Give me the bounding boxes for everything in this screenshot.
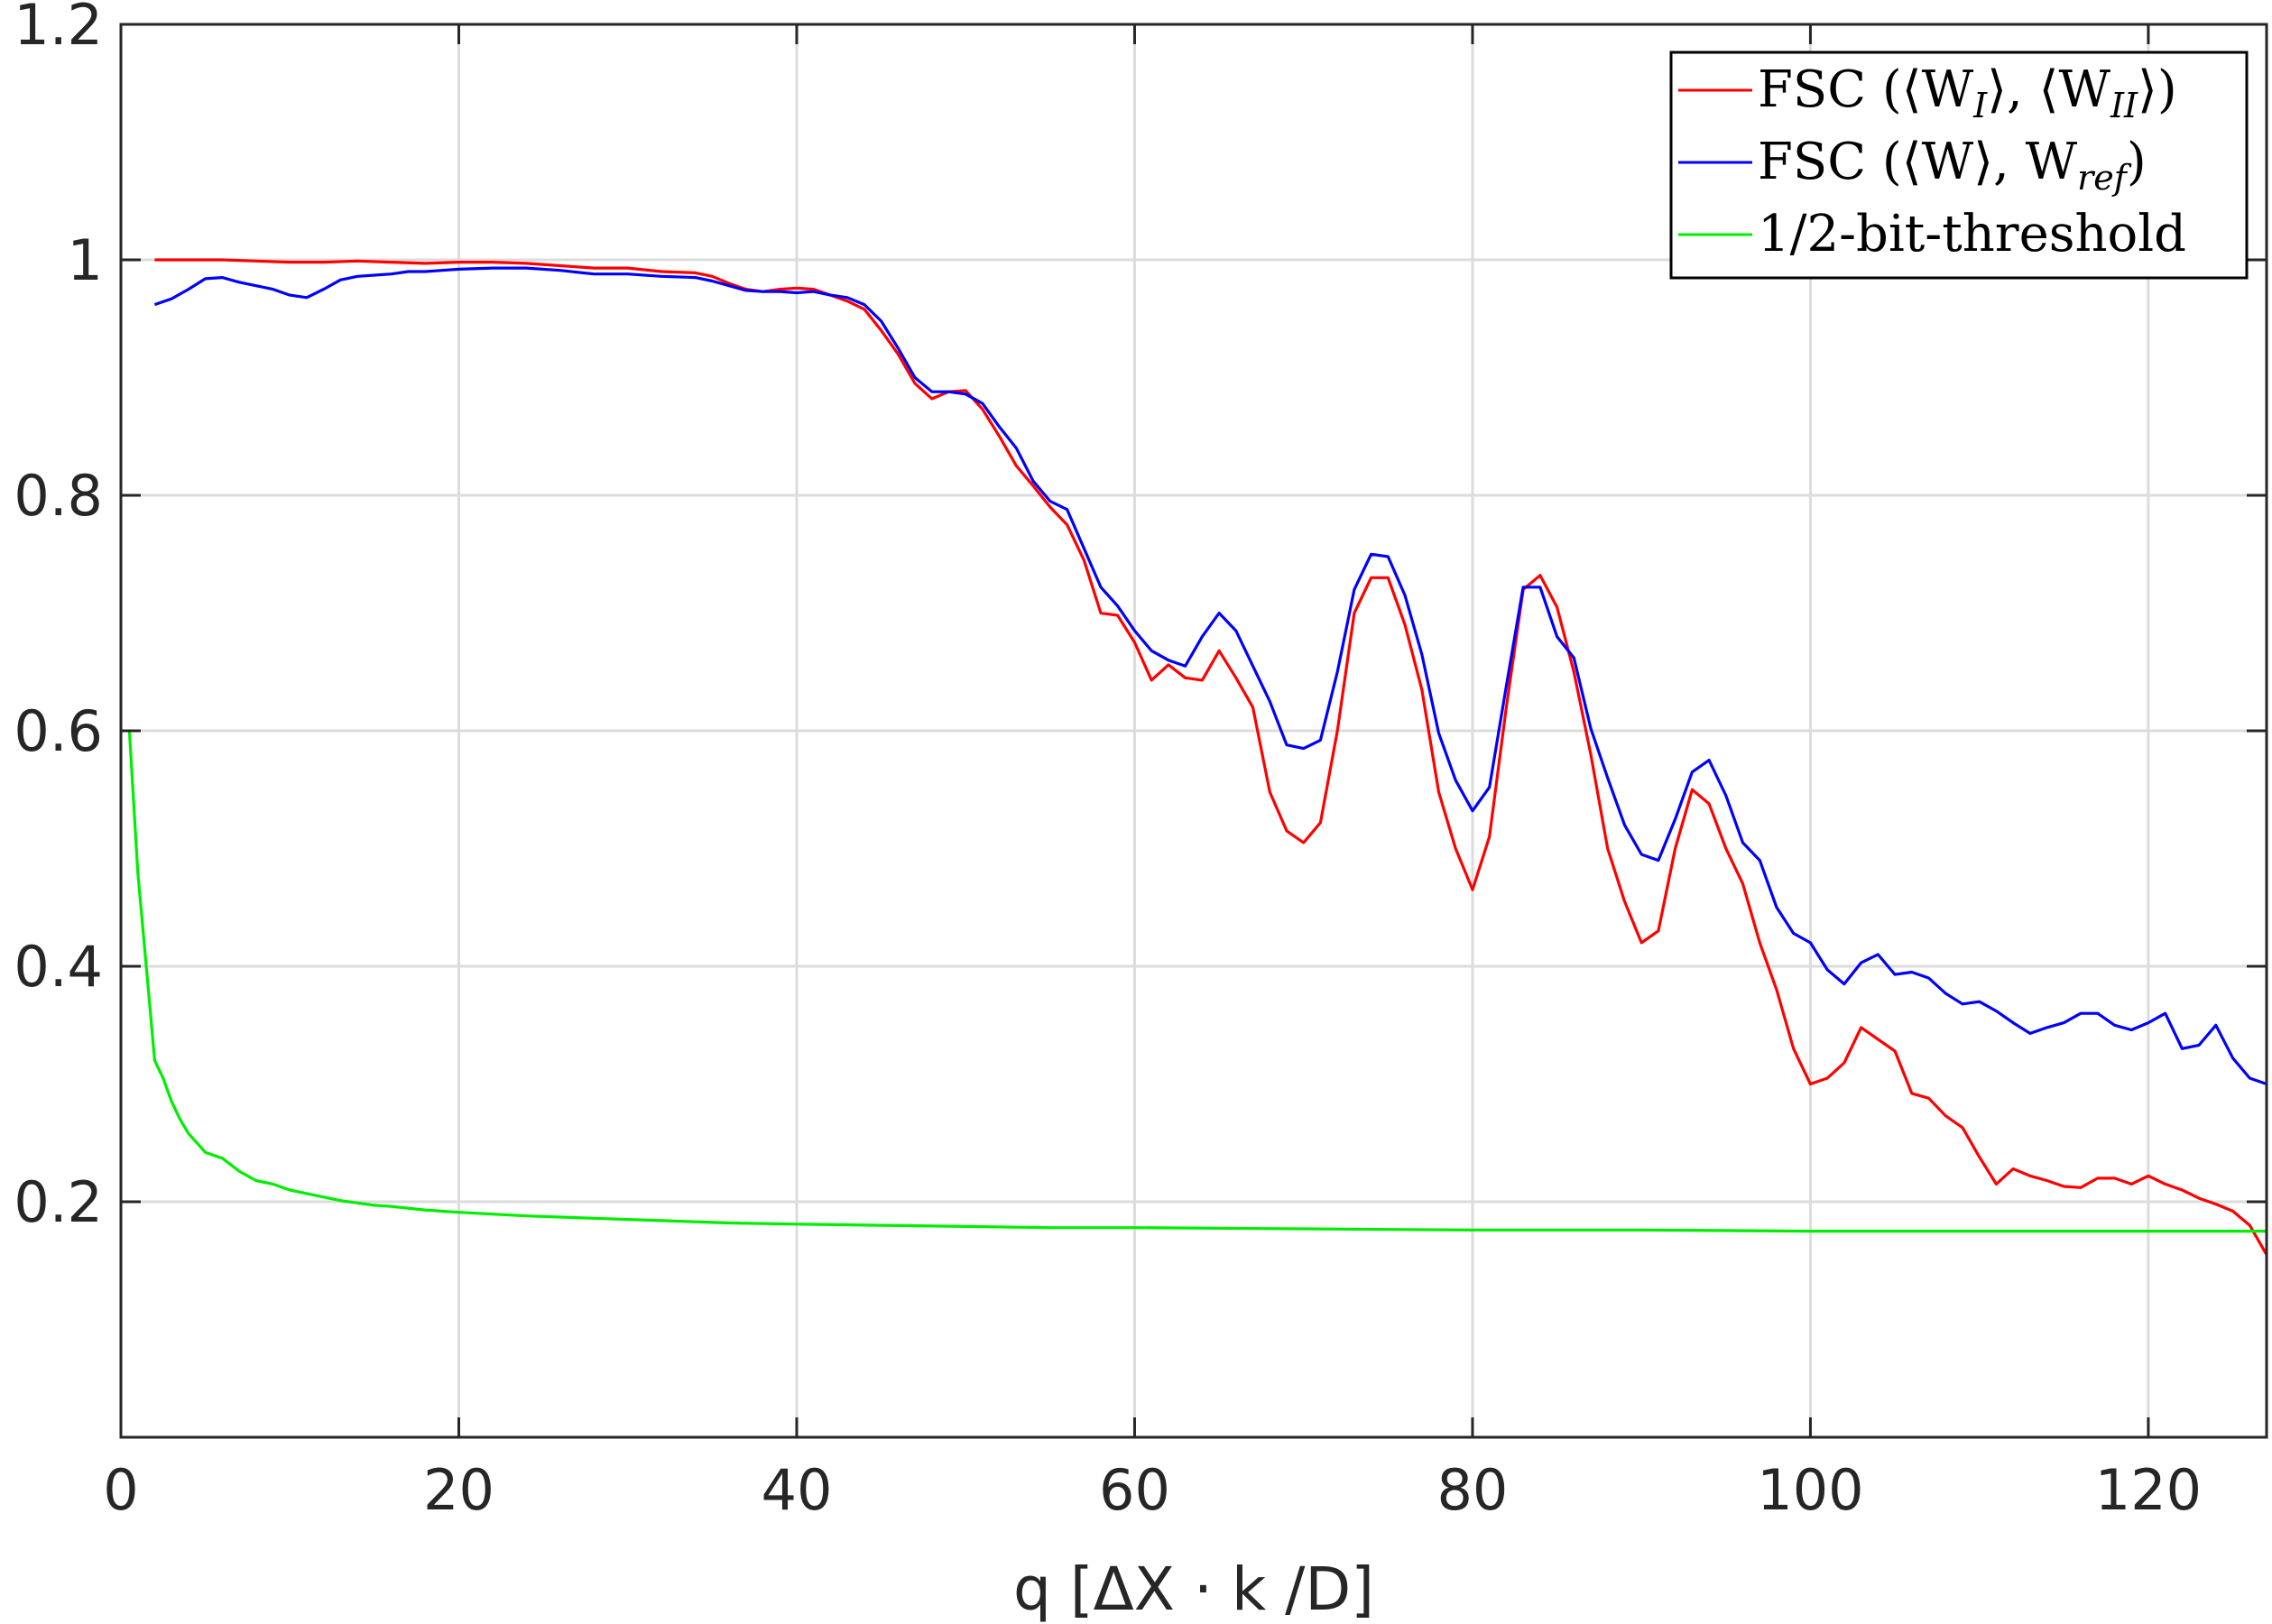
series-line-fsc-reference — [153, 266, 2267, 1086]
x-tick-label: 20 — [423, 1457, 494, 1523]
x-tick-label: 100 — [1757, 1457, 1863, 1523]
series-line-half-bit-threshold — [127, 730, 2267, 1233]
y-tick-label: 1.2 — [14, 0, 103, 58]
legend: FSC (⟨WI⟩, ⟨WII⟩) FSC (⟨W⟩, Wref) 1/2-bi… — [1669, 51, 2249, 280]
y-tick-label: 1 — [68, 227, 103, 293]
series-layer — [127, 258, 2268, 1256]
y-tick-label: 0.2 — [14, 1169, 103, 1235]
legend-entry-half-bit-threshold: 1/2-bit-threshold — [1758, 205, 2186, 263]
x-axis-label: q [ΔX · k /D] — [1013, 1555, 1374, 1624]
x-tick-label: 120 — [2095, 1457, 2202, 1523]
x-tick-label: 40 — [762, 1457, 833, 1523]
legend-entry-fsc-halves: FSC (⟨WI⟩, ⟨WII⟩) — [1758, 60, 2177, 125]
legend-entry-fsc-reference: FSC (⟨W⟩, Wref) — [1758, 133, 2147, 198]
x-tick-label: 80 — [1436, 1457, 1508, 1523]
tick-layer: 0 20 40 60 80 100 120 0.2 0.4 0.6 0.8 1 1.2 — [14, 0, 2267, 1523]
legend-box — [1669, 51, 2249, 280]
y-tick-label: 0.8 — [14, 463, 103, 529]
y-tick-label: 0.6 — [14, 698, 103, 764]
x-tick-label: 0 — [103, 1457, 138, 1523]
x-tick-label: 60 — [1099, 1457, 1170, 1523]
series-line-fsc-halves — [154, 258, 2268, 1256]
y-tick-label: 0.4 — [14, 934, 103, 1000]
